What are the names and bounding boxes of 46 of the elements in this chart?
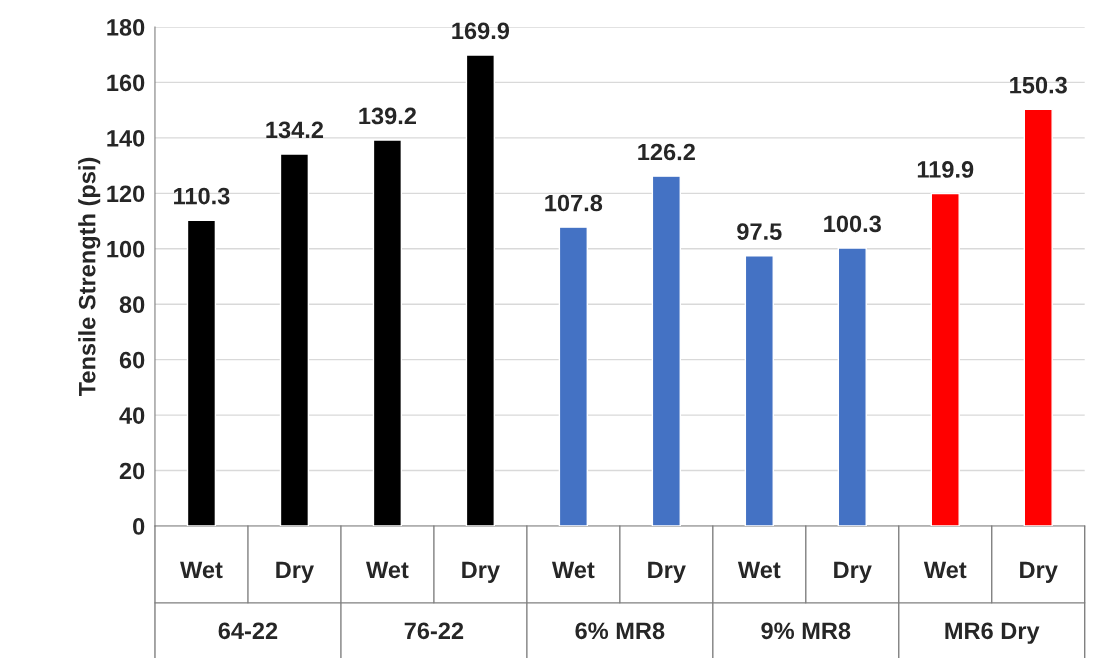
data-label: 100.3 (824, 215, 881, 233)
data-label: 126.2 (638, 143, 695, 161)
text: 6% MR8 (575, 622, 665, 640)
bar (1023, 108, 1053, 527)
y-tick-label: 100 (107, 240, 145, 258)
y-tick-label: 120 (107, 185, 145, 203)
x-tick-label: Wet (551, 561, 595, 579)
y-tick-label: 60 (119, 351, 145, 369)
x-tick-label: Dry (834, 561, 872, 583)
text: MR6 Dry (945, 622, 1040, 644)
bar (558, 226, 588, 527)
x-tick-label: Dry (1020, 561, 1058, 583)
x-tick-label: Wet (180, 561, 223, 579)
bar (279, 153, 310, 527)
text: 76-22 (404, 622, 464, 640)
y-tick-label: 0 (133, 518, 145, 535)
data-label: 134.2 (266, 121, 324, 139)
bar (930, 192, 960, 527)
y-tick-label: 20 (119, 462, 145, 480)
bar (651, 175, 681, 527)
y-tick-label: 140 (107, 129, 145, 147)
data-label: 139.2 (359, 107, 416, 125)
x-tick-label: Wet (737, 561, 781, 579)
text: 64-22 (218, 622, 278, 640)
data-label: 110.3 (174, 187, 230, 205)
bar (186, 219, 217, 527)
bar (372, 139, 403, 527)
data-label: 169.9 (452, 22, 510, 40)
bar (465, 54, 496, 527)
bar (744, 255, 774, 527)
x-tick-label: Wet (365, 561, 409, 579)
y-tick-label: 40 (119, 407, 145, 424)
data-label: 119.9 (917, 161, 974, 178)
data-label: 97.5 (737, 223, 782, 240)
x-tick-label: Wet (923, 561, 967, 579)
x-tick-label: Dry (276, 561, 314, 583)
data-label: 107.8 (545, 194, 603, 212)
y-tick-label: 80 (119, 296, 145, 313)
text: 9% MR8 (761, 622, 851, 640)
bar (837, 247, 867, 527)
y-axis-title: Tensile Strength (psi) (78, 157, 101, 397)
x-tick-label: Dry (648, 561, 686, 583)
y-tick-label: 180 (107, 19, 145, 36)
y-tick-label: 160 (107, 74, 145, 92)
data-label: 150.3 (1010, 76, 1067, 94)
x-tick-label: Dry (462, 561, 500, 583)
